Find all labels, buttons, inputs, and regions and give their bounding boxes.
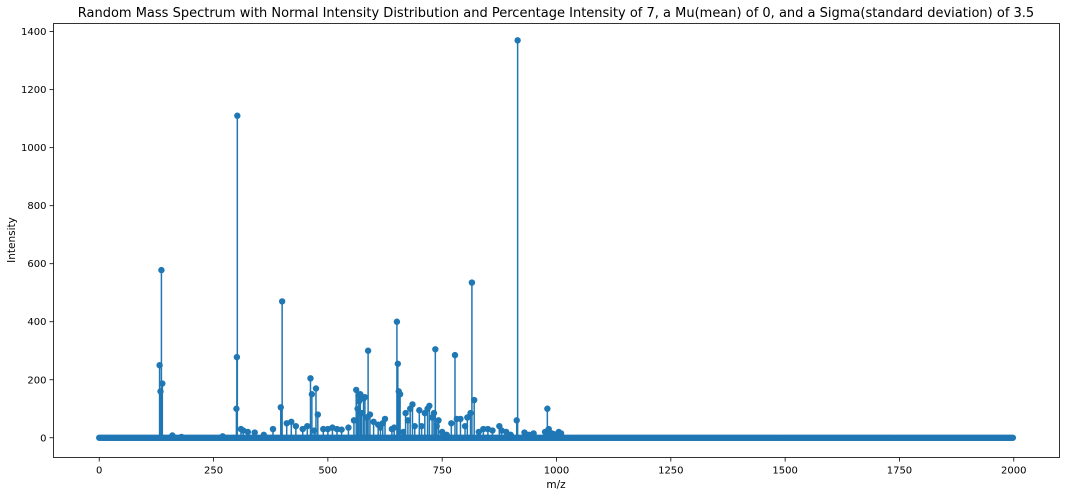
stem-marker (354, 405, 361, 412)
stem-marker (350, 417, 358, 424)
stem-marker (426, 402, 433, 410)
x-tick-label: 250 (204, 466, 223, 477)
stem-marker (353, 386, 360, 394)
stem-marker (310, 427, 318, 434)
stem-marker (251, 429, 258, 436)
stem-marker (312, 385, 320, 392)
y-tick-label: 1200 (21, 85, 46, 96)
stem-marker (345, 424, 352, 431)
stem-marker (457, 415, 464, 423)
y-tick-label: 200 (27, 375, 46, 386)
x-tick-label: 1500 (772, 466, 797, 477)
x-tick-label: 2000 (1001, 466, 1026, 477)
chart-title: Random Mass Spectrum with Normal Intensi… (78, 6, 1034, 21)
stem-marker (292, 422, 300, 430)
stem-marker (159, 380, 166, 387)
plot-area-frame (53, 23, 1060, 458)
stem-marker (433, 422, 440, 430)
stem-marker (361, 393, 369, 401)
x-axis-label: m/z (546, 479, 566, 491)
stem-marker (358, 409, 365, 417)
stem-marker (278, 298, 286, 305)
stem-marker (320, 425, 327, 433)
stem-marker (411, 422, 418, 430)
stem-marker (157, 388, 164, 395)
stem-marker (451, 351, 459, 359)
stem-marker (438, 428, 446, 436)
x-tick-label: 1250 (658, 466, 683, 477)
x-tick-label: 500 (318, 466, 337, 477)
stem-marker (299, 425, 306, 433)
stem-marker (370, 418, 377, 426)
stem-marker (418, 422, 425, 430)
stem-marker (244, 428, 252, 436)
stem-series (158, 40, 562, 438)
stem-marker (432, 346, 439, 353)
stem-marker (338, 426, 345, 433)
stem-marker (513, 417, 520, 424)
y-axis-label: Intensity (6, 217, 18, 263)
stem-marker (467, 409, 474, 417)
stem-marker (480, 425, 487, 433)
zero-marker (1009, 434, 1017, 441)
stem-marker (393, 318, 401, 325)
y-tick-label: 0 (40, 433, 46, 444)
x-axis: 0 250 500 750 1000 1250 1500 1750 2000 (96, 457, 1026, 477)
stem-marker (430, 409, 438, 417)
stem-marker (288, 418, 295, 426)
stem-marker (304, 422, 311, 430)
stem-marker (364, 347, 372, 354)
stem-marker (396, 391, 404, 398)
stem-marker (544, 405, 551, 412)
x-tick-label: 1000 (544, 466, 569, 477)
stem-marker (475, 428, 482, 436)
x-tick-label: 1750 (887, 466, 912, 477)
stem-marker (394, 360, 402, 367)
stem-marker (404, 417, 412, 424)
stem-marker (314, 411, 322, 418)
stem-marker (156, 362, 163, 369)
stem-marker (461, 422, 469, 430)
stem-marker (366, 411, 374, 418)
stem-marker (233, 353, 241, 361)
stem-marker (308, 391, 316, 398)
stem-marker (307, 375, 314, 382)
stem-marker (234, 112, 241, 119)
stem-marker (390, 424, 398, 431)
y-tick-label: 1400 (21, 27, 46, 38)
y-tick-label: 600 (27, 259, 46, 270)
stem-marker (409, 401, 416, 408)
stem-marker (400, 428, 407, 436)
x-tick-label: 750 (433, 466, 452, 477)
stem-marker (269, 425, 277, 433)
y-tick-label: 800 (27, 201, 46, 212)
stem-marker (158, 266, 165, 274)
stem-marker (514, 37, 521, 44)
stem-marker (233, 405, 240, 412)
stem-marker (416, 407, 423, 414)
stem-marker (503, 428, 510, 436)
stem-marker (277, 404, 284, 411)
stem-marker (470, 396, 478, 404)
stem-marker (435, 417, 442, 424)
stem-marker (448, 420, 455, 427)
y-tick-label: 400 (27, 317, 46, 328)
stem-marker (402, 409, 409, 417)
stem-marker (355, 398, 363, 405)
stem-marker (381, 415, 389, 423)
y-axis: 0 200 400 600 800 1000 1200 1400 (21, 27, 54, 444)
stem-markers (96, 37, 1017, 441)
stem-marker (489, 427, 496, 434)
x-tick-label: 0 (96, 466, 102, 477)
y-tick-label: 1000 (21, 143, 46, 154)
stem-marker (468, 279, 476, 286)
